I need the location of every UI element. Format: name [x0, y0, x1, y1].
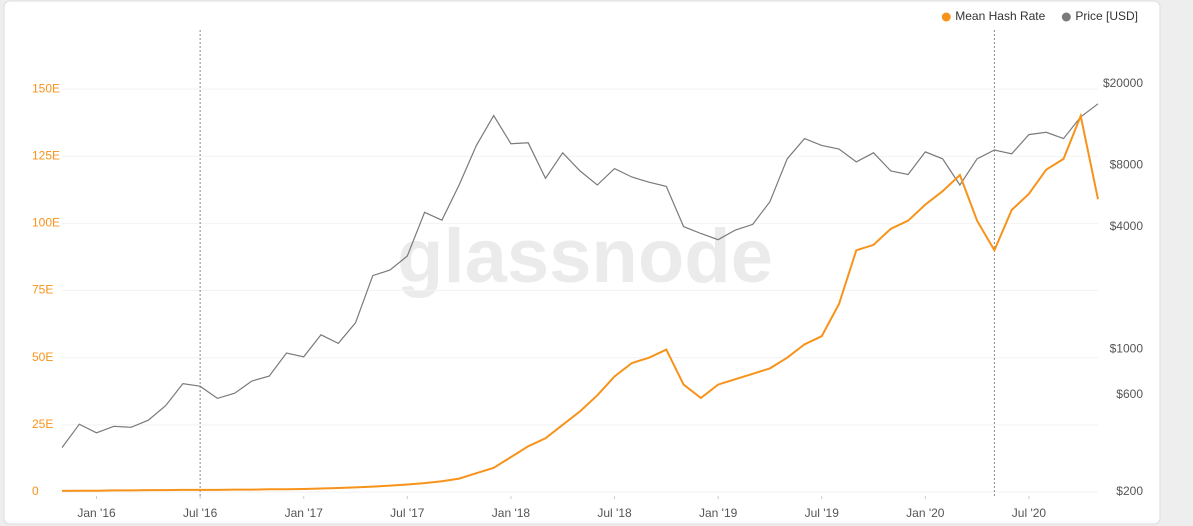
y2-tick-label: $200: [1116, 484, 1143, 498]
y2-tick-label: $20000: [1103, 76, 1143, 90]
x-tick-label: Jan '20: [906, 506, 945, 520]
x-tick-label: Jan '17: [285, 506, 324, 520]
x-tick-label: Jan '18: [492, 506, 531, 520]
legend-label: Mean Hash Rate: [955, 9, 1045, 23]
legend-marker: [1061, 12, 1071, 22]
x-tick-label: Jul '19: [805, 506, 840, 520]
x-tick-label: Jul '20: [1012, 506, 1047, 520]
x-tick-label: Jul '18: [597, 506, 632, 520]
y2-tick-label: $600: [1116, 387, 1143, 401]
series-line: [61, 112, 1099, 492]
watermark: glassnode: [397, 214, 773, 299]
legend-label: Price [USD]: [1075, 9, 1138, 23]
y-tick-label: 150E: [32, 81, 60, 95]
x-tick-label: Jul '16: [183, 506, 218, 520]
x-tick-label: Jan '19: [699, 506, 738, 520]
series-line: [61, 103, 1099, 448]
y-tick-label: 50E: [32, 350, 53, 364]
y-tick-label: 125E: [32, 148, 60, 162]
y-tick-label: 25E: [32, 417, 53, 431]
y-tick-label: 100E: [32, 216, 60, 230]
chart-card: [3, 0, 1161, 525]
x-tick-label: Jan '16: [77, 506, 116, 520]
y2-tick-label: $8000: [1110, 157, 1144, 171]
y-tick-label: 0: [32, 484, 39, 498]
y2-tick-label: $4000: [1110, 219, 1144, 233]
y-tick-label: 75E: [32, 283, 53, 297]
x-tick-label: Jul '17: [390, 506, 425, 520]
legend-marker: [941, 12, 951, 22]
y2-tick-label: $1000: [1110, 342, 1144, 356]
